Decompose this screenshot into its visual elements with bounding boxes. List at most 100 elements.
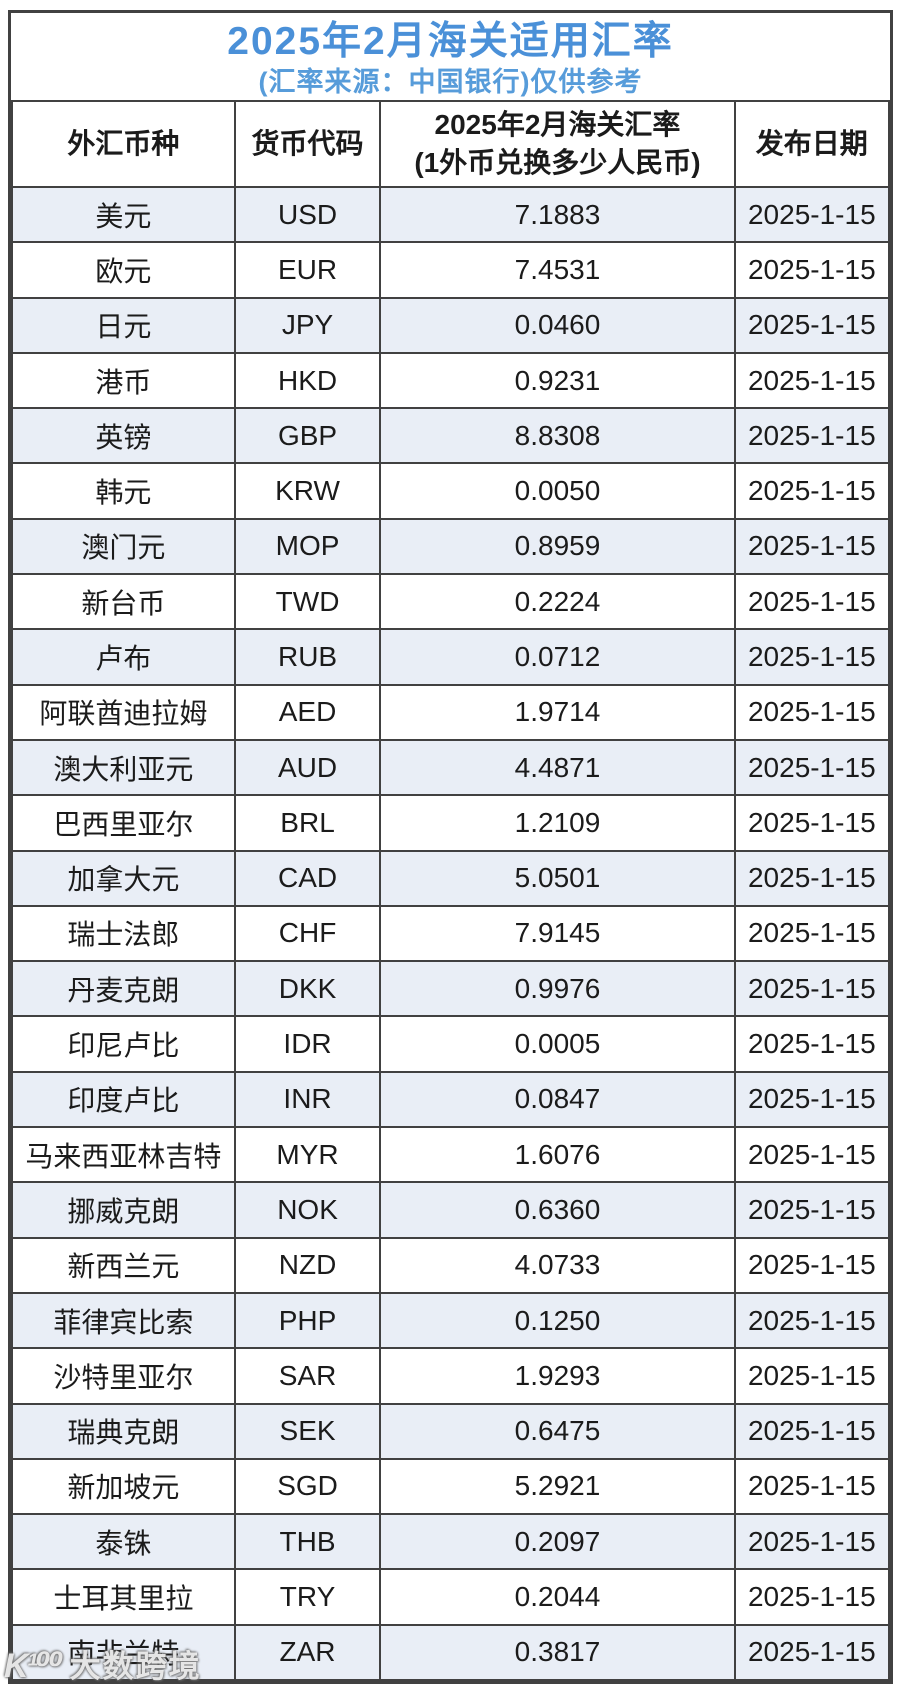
cell-rate: 8.8308 <box>379 407 736 465</box>
cell-currency-name: 菲律宾比索 <box>11 1291 236 1350</box>
page-title: 2025年2月海关适用汇率 <box>227 19 674 63</box>
cell-currency-code: THB <box>233 1513 382 1571</box>
cell-publish-date: 2025-1-15 <box>733 1015 891 1073</box>
cell-publish-date: 2025-1-15 <box>733 960 891 1018</box>
table-row: 泰铢 THB 0.2097 2025-1-15 <box>11 1513 891 1571</box>
cell-publish-date: 2025-1-15 <box>733 1070 891 1129</box>
cell-currency-name: 南非兰特 <box>11 1623 236 1682</box>
cell-publish-date: 2025-1-15 <box>733 738 891 797</box>
table-row: 澳门元 MOP 0.8959 2025-1-15 <box>11 517 891 576</box>
table-row: 瑞士法郎 CHF 7.9145 2025-1-15 <box>11 904 891 963</box>
cell-publish-date: 2025-1-15 <box>733 1236 891 1294</box>
cell-currency-code: JPY <box>233 296 382 354</box>
cell-currency-code: USD <box>233 185 382 244</box>
table-row: 澳大利亚元 AUD 4.4871 2025-1-15 <box>11 738 891 797</box>
cell-rate: 1.6076 <box>379 1126 736 1184</box>
cell-currency-name: 瑞典克朗 <box>11 1402 236 1460</box>
cell-currency-name: 泰铢 <box>11 1513 236 1571</box>
cell-currency-name: 欧元 <box>11 241 236 299</box>
cell-currency-code: CHF <box>233 904 382 963</box>
cell-currency-code: SEK <box>233 1402 382 1460</box>
cell-publish-date: 2025-1-15 <box>733 849 891 907</box>
header-row: 外汇币种 货币代码 2025年2月海关汇率 (1外币兑换多少人民币) 发布日期 <box>11 99 891 188</box>
cell-publish-date: 2025-1-15 <box>733 1347 891 1405</box>
cell-currency-name: 挪威克朗 <box>11 1181 236 1239</box>
cell-publish-date: 2025-1-15 <box>733 794 891 852</box>
cell-rate: 4.4871 <box>379 738 736 797</box>
cell-currency-name: 阿联酋迪拉姆 <box>11 683 236 741</box>
cell-currency-name: 士耳其里拉 <box>11 1568 236 1626</box>
cell-currency-code: MOP <box>233 517 382 576</box>
cell-currency-code: SGD <box>233 1457 382 1516</box>
table-row: 港币 HKD 0.9231 2025-1-15 <box>11 351 891 410</box>
cell-currency-code: NOK <box>233 1181 382 1239</box>
table-row: 美元 USD 7.1883 2025-1-15 <box>11 185 891 244</box>
cell-rate: 0.6475 <box>379 1402 736 1460</box>
cell-rate: 1.9293 <box>379 1347 736 1405</box>
cell-currency-code: TWD <box>233 573 382 631</box>
table-row: 巴西里亚尔 BRL 1.2109 2025-1-15 <box>11 794 891 852</box>
cell-currency-name: 印尼卢比 <box>11 1015 236 1073</box>
header-publish-date: 发布日期 <box>733 99 891 188</box>
table-body: 美元 USD 7.1883 2025-1-15 欧元 EUR 7.4531 2025-1-15… <box>11 185 891 1682</box>
cell-currency-code: KRW <box>233 462 382 520</box>
cell-publish-date: 2025-1-15 <box>733 1623 891 1682</box>
cell-currency-code: NZD <box>233 1236 382 1294</box>
cell-currency-code: RUB <box>233 628 382 686</box>
cell-publish-date: 2025-1-15 <box>733 462 891 520</box>
exchange-rate-table: 外汇币种 货币代码 2025年2月海关汇率 (1外币兑换多少人民币) 发布日期 … <box>11 99 891 1682</box>
table-row: 丹麦克朗 DKK 0.9976 2025-1-15 <box>11 960 891 1018</box>
table-row: 菲律宾比索 PHP 0.1250 2025-1-15 <box>11 1291 891 1350</box>
cell-rate: 0.0847 <box>379 1070 736 1129</box>
cell-rate: 7.1883 <box>379 185 736 244</box>
header-rate: 2025年2月海关汇率 (1外币兑换多少人民币) <box>379 99 736 188</box>
cell-publish-date: 2025-1-15 <box>733 351 891 410</box>
cell-rate: 0.0005 <box>379 1015 736 1073</box>
cell-rate: 7.9145 <box>379 904 736 963</box>
cell-publish-date: 2025-1-15 <box>733 241 891 299</box>
table-row: 欧元 EUR 7.4531 2025-1-15 <box>11 241 891 299</box>
table-row: 印尼卢比 IDR 0.0005 2025-1-15 <box>11 1015 891 1073</box>
cell-publish-date: 2025-1-15 <box>733 1568 891 1626</box>
cell-currency-code: IDR <box>233 1015 382 1073</box>
table-header: 外汇币种 货币代码 2025年2月海关汇率 (1外币兑换多少人民币) 发布日期 <box>11 99 891 188</box>
cell-publish-date: 2025-1-15 <box>733 1181 891 1239</box>
table-row: 新台币 TWD 0.2224 2025-1-15 <box>11 573 891 631</box>
cell-currency-code: EUR <box>233 241 382 299</box>
table-row: 英镑 GBP 8.8308 2025-1-15 <box>11 407 891 465</box>
cell-rate: 0.1250 <box>379 1291 736 1350</box>
cell-rate: 0.9976 <box>379 960 736 1018</box>
table-row: 挪威克朗 NOK 0.6360 2025-1-15 <box>11 1181 891 1239</box>
cell-rate: 7.4531 <box>379 241 736 299</box>
cell-currency-code: BRL <box>233 794 382 852</box>
cell-currency-name: 印度卢比 <box>11 1070 236 1129</box>
cell-currency-name: 新加坡元 <box>11 1457 236 1516</box>
table-row: 加拿大元 CAD 5.0501 2025-1-15 <box>11 849 891 907</box>
table-row: 新加坡元 SGD 5.2921 2025-1-15 <box>11 1457 891 1516</box>
cell-rate: 0.8959 <box>379 517 736 576</box>
table-row: 卢布 RUB 0.0712 2025-1-15 <box>11 628 891 686</box>
table-row: 印度卢比 INR 0.0847 2025-1-15 <box>11 1070 891 1129</box>
cell-publish-date: 2025-1-15 <box>733 1402 891 1460</box>
cell-currency-code: SAR <box>233 1347 382 1405</box>
cell-currency-name: 新西兰元 <box>11 1236 236 1294</box>
cell-publish-date: 2025-1-15 <box>733 1126 891 1184</box>
cell-currency-name: 韩元 <box>11 462 236 520</box>
cell-currency-name: 卢布 <box>11 628 236 686</box>
cell-rate: 0.3817 <box>379 1623 736 1682</box>
cell-currency-code: GBP <box>233 407 382 465</box>
cell-currency-name: 美元 <box>11 185 236 244</box>
table-row: 韩元 KRW 0.0050 2025-1-15 <box>11 462 891 520</box>
cell-publish-date: 2025-1-15 <box>733 904 891 963</box>
cell-currency-code: ZAR <box>233 1623 382 1682</box>
cell-rate: 0.0712 <box>379 628 736 686</box>
cell-currency-code: MYR <box>233 1126 382 1184</box>
cell-currency-code: AED <box>233 683 382 741</box>
cell-currency-name: 澳大利亚元 <box>11 738 236 797</box>
cell-rate: 0.2097 <box>379 1513 736 1571</box>
cell-rate: 0.0050 <box>379 462 736 520</box>
cell-publish-date: 2025-1-15 <box>733 683 891 741</box>
page-subtitle: (汇率来源：中国银行)仅供参考 <box>258 67 643 98</box>
table-row: 马来西亚林吉特 MYR 1.6076 2025-1-15 <box>11 1126 891 1184</box>
cell-currency-name: 瑞士法郎 <box>11 904 236 963</box>
